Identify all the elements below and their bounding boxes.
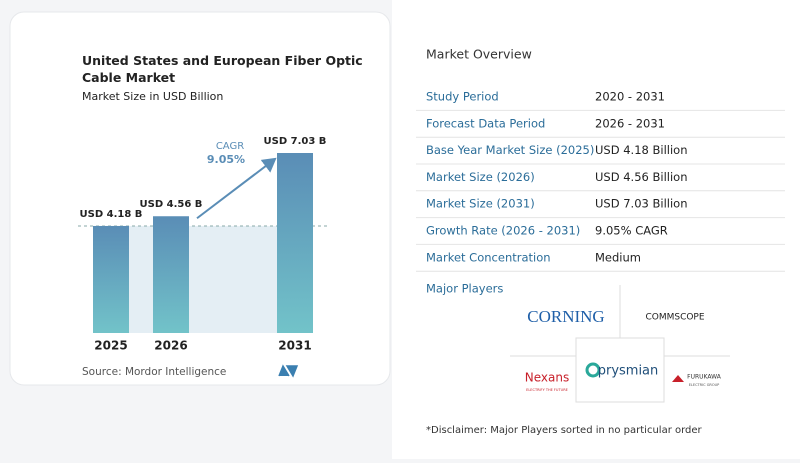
value-label: USD 4.56 B bbox=[140, 199, 203, 210]
brand-logo bbox=[278, 364, 299, 378]
disclaimer: *Disclaimer: Major Players sorted in no … bbox=[426, 425, 703, 436]
row-label: Market Concentration bbox=[426, 250, 551, 264]
logo-prysmian: prysmian bbox=[598, 364, 659, 379]
row-value: Medium bbox=[595, 250, 641, 264]
row-label: Market Size (2026) bbox=[426, 170, 535, 184]
players-title: Major Players bbox=[426, 282, 503, 296]
row-value: 2026 - 2031 bbox=[595, 116, 665, 130]
x-tick-label: 2026 bbox=[154, 339, 187, 353]
logo-commscope: COMMSCOPE bbox=[645, 313, 704, 323]
x-tick-label: 2031 bbox=[278, 339, 311, 353]
value-label: USD 4.18 B bbox=[80, 209, 143, 220]
row-value: USD 7.03 Billion bbox=[595, 197, 687, 211]
row-value: 2020 - 2031 bbox=[595, 90, 665, 104]
x-tick-label: 2025 bbox=[94, 339, 127, 353]
logo-furukawa-tagline: ELECTRIC GROUP bbox=[689, 383, 720, 387]
chart-subtitle: Market Size in USD Billion bbox=[82, 90, 223, 103]
bar bbox=[153, 216, 189, 333]
row-value: 9.05% CAGR bbox=[595, 224, 668, 238]
source: Source: Mordor Intelligence bbox=[82, 366, 226, 378]
logo-corning: CORNING bbox=[527, 307, 604, 326]
row-value: USD 4.18 Billion bbox=[595, 143, 687, 157]
overview-table: Study Period 2020 - 2031 Forecast Data Per… bbox=[416, 90, 785, 272]
row-label: Market Size (2031) bbox=[426, 197, 535, 211]
logo-nexans: Nexans bbox=[525, 371, 569, 385]
row-value: USD 4.56 Billion bbox=[595, 170, 687, 184]
cagr-arrow bbox=[196, 157, 277, 220]
row-label: Forecast Data Period bbox=[426, 116, 545, 130]
row-label: Base Year Market Size (2025) bbox=[426, 143, 594, 157]
cagr-value: 9.05% bbox=[207, 153, 245, 166]
logo-mark bbox=[672, 375, 684, 382]
cagr-label: CAGR bbox=[216, 141, 244, 152]
chart-title: United States and European Fiber Optic Ca… bbox=[82, 53, 363, 85]
bar bbox=[277, 153, 313, 333]
value-label: USD 7.03 B bbox=[264, 136, 327, 147]
overview-title: Market Overview bbox=[426, 47, 532, 62]
logo-furukawa: FURUKAWA bbox=[687, 374, 722, 381]
logo-mark bbox=[585, 362, 601, 378]
bar bbox=[93, 225, 129, 333]
row-label: Growth Rate (2026 - 2031) bbox=[426, 224, 580, 238]
logo-box bbox=[575, 337, 665, 403]
logo-nexans-tagline: ELECTRIFY THE FUTURE bbox=[526, 388, 568, 392]
row-label: Study Period bbox=[426, 90, 499, 104]
shaded-area bbox=[129, 225, 277, 333]
